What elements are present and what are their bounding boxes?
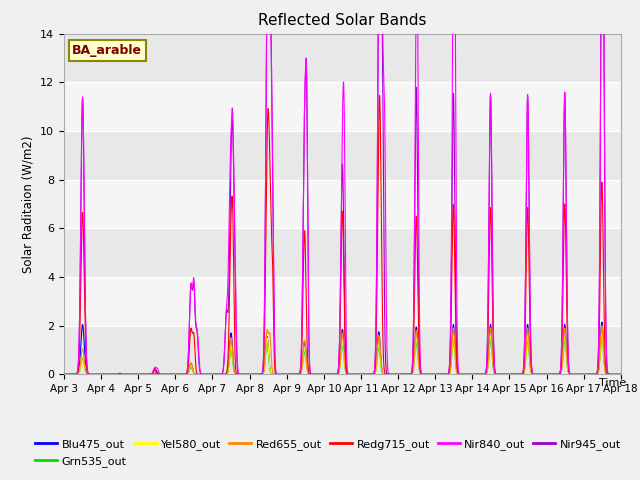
Title: Reflected Solar Bands: Reflected Solar Bands <box>258 13 427 28</box>
Text: BA_arable: BA_arable <box>72 44 142 57</box>
Bar <box>64 180 621 228</box>
Legend: Blu475_out, Grn535_out, Yel580_out, Red655_out, Redg715_out, Nir840_out, Nir945_: Blu475_out, Grn535_out, Yel580_out, Red6… <box>31 435 626 471</box>
Y-axis label: Solar Raditaion (W/m2): Solar Raditaion (W/m2) <box>22 135 35 273</box>
Text: Time: Time <box>599 378 627 388</box>
Bar <box>64 34 621 82</box>
Bar <box>64 326 621 374</box>
Bar <box>64 82 621 131</box>
Bar <box>64 131 621 180</box>
Bar <box>64 228 621 277</box>
Bar <box>64 277 621 326</box>
